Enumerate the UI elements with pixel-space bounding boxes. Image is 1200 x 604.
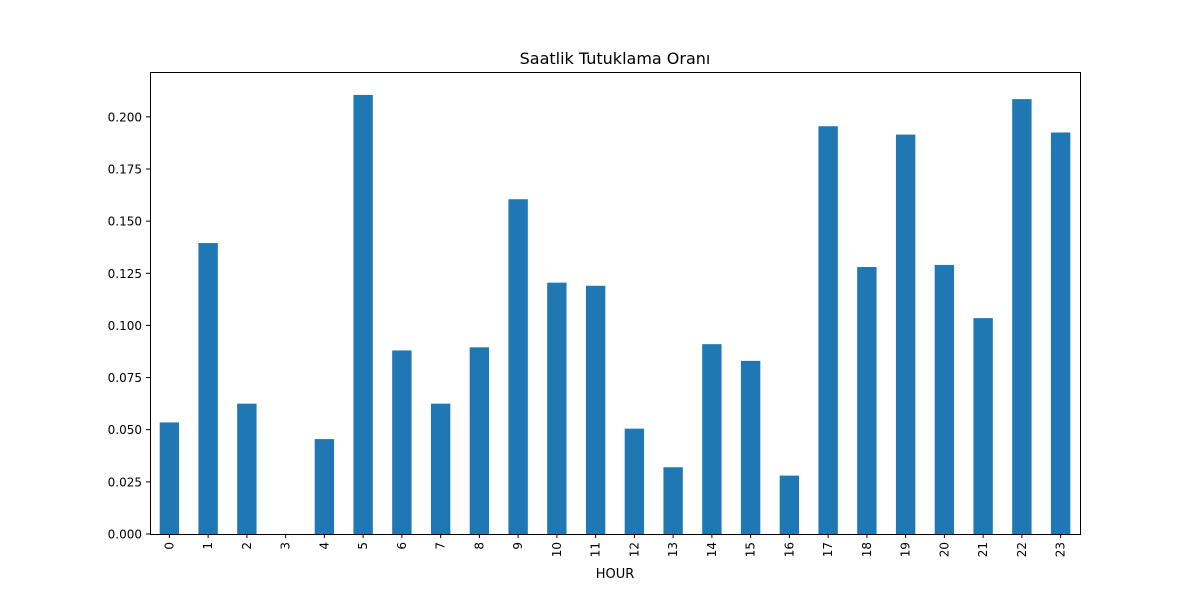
x-tick-label: 8: [472, 542, 486, 550]
x-tick-label: 19: [899, 542, 913, 557]
bars-group: [159, 94, 1071, 535]
x-tick-label: 13: [666, 542, 680, 557]
bar-hour-4: [314, 439, 335, 534]
y-tick-label: 0.050: [108, 423, 142, 437]
bar-hour-5: [353, 94, 373, 534]
bar-hour-23: [1050, 132, 1071, 535]
bar-hour-20: [934, 264, 955, 534]
bar-hour-10: [547, 282, 567, 534]
bar-hour-12: [624, 428, 645, 534]
y-tick-label: 0.000: [108, 528, 142, 542]
x-tick-label: 6: [395, 542, 409, 550]
x-tick-label: 12: [627, 542, 641, 557]
bar-hour-19: [895, 134, 916, 534]
bar-hour-17: [818, 126, 838, 534]
x-tick-label: 5: [356, 542, 370, 550]
x-tick-label: 21: [976, 542, 990, 557]
bar-hour-16: [779, 475, 800, 534]
bar-hour-1: [198, 243, 218, 534]
y-tick-label: 0.100: [108, 319, 142, 333]
y-axis: 0.000 0.025 0.050 0.075 0.100 0.125 0.150 0.175…: [108, 110, 150, 542]
bar-hour-21: [973, 318, 993, 534]
x-tick-label: 0: [162, 542, 176, 550]
x-tick-label: 23: [1054, 542, 1068, 557]
x-tick-label: 11: [589, 542, 603, 557]
y-tick-label: 0.075: [108, 371, 142, 385]
y-tick-label: 0.125: [108, 267, 142, 281]
x-tick-label: 7: [434, 542, 448, 550]
x-axis: 0 1 2 3 4 5 6 7 8 9 10 11 12 13 14 15 16 17 18 19 20 21 22 23: [162, 534, 1068, 557]
x-tick-label: 18: [860, 542, 874, 557]
y-tick-label: 0.150: [108, 215, 142, 229]
y-tick-label: 0.175: [108, 162, 142, 176]
x-tick-label: 14: [705, 542, 719, 557]
x-tick-label: 4: [317, 542, 331, 550]
bar-hour-2: [237, 403, 257, 534]
x-tick-label: 15: [744, 542, 758, 557]
bar-hour-11: [585, 285, 606, 534]
bar-hour-13: [663, 467, 683, 534]
x-tick-label: 17: [821, 542, 835, 557]
x-tick-label: 9: [511, 542, 525, 550]
bar-hour-0: [159, 422, 180, 534]
bar-hour-7: [430, 403, 451, 534]
x-tick-label: 3: [279, 542, 293, 550]
bar-hour-8: [469, 347, 490, 534]
bar-hour-15: [740, 360, 761, 534]
x-tick-label: 20: [937, 542, 951, 557]
bar-hour-6: [392, 350, 412, 534]
plot-frame: [150, 72, 1081, 535]
y-tick-label: 0.200: [108, 110, 142, 124]
x-tick-label: 10: [550, 542, 564, 557]
x-tick-label: 1: [201, 542, 215, 550]
bar-hour-9: [508, 199, 528, 535]
x-axis-label: HOUR: [596, 567, 635, 582]
x-tick-label: 22: [1015, 542, 1029, 557]
bar-hour-22: [1012, 99, 1032, 535]
bar-hour-14: [702, 344, 722, 534]
y-tick-label: 0.025: [108, 475, 142, 489]
chart-title: Saatlik Tutuklama Oranı: [520, 49, 711, 68]
x-tick-label: 2: [240, 542, 254, 550]
x-tick-label: 16: [782, 542, 796, 557]
bar-hour-18: [857, 267, 877, 534]
